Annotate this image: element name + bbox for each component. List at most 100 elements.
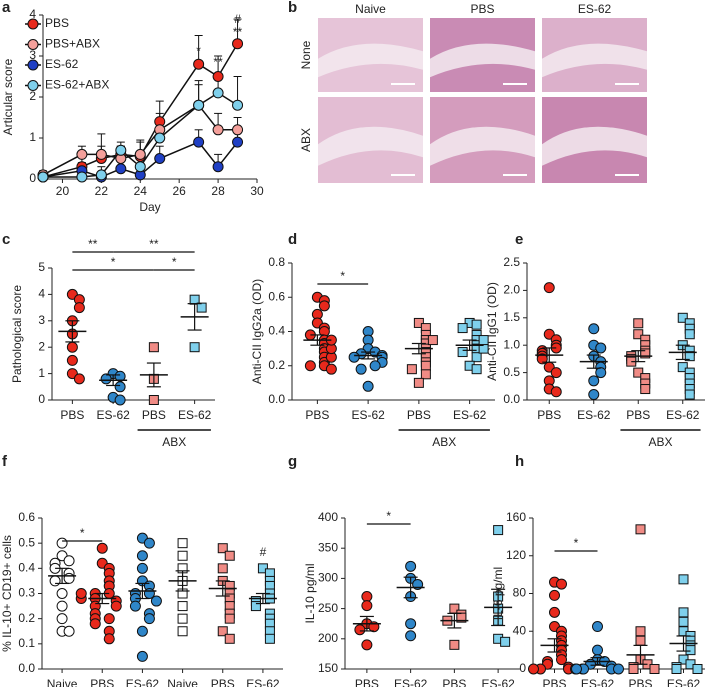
- data-point: [592, 621, 603, 633]
- point: [212, 161, 224, 173]
- column-label: PBS: [470, 2, 494, 16]
- data-point: [217, 626, 228, 637]
- data-point: [640, 384, 651, 395]
- y-tick-label: 0.2: [268, 358, 285, 372]
- y-tick-label: 0: [38, 392, 45, 406]
- data-point: [405, 630, 417, 642]
- data-point: [148, 342, 159, 353]
- y-tick-label: 1: [38, 366, 45, 380]
- tissue-shape: [430, 126, 535, 166]
- data-point: [89, 618, 101, 630]
- x-tick-label: Naive: [167, 677, 198, 687]
- data-point: [677, 362, 688, 373]
- significance: *: [80, 526, 85, 540]
- y-tick-label: 80: [513, 586, 527, 600]
- row-label: ABX: [299, 128, 313, 152]
- data-point: [493, 525, 504, 536]
- y-tick-label: 250: [318, 601, 338, 615]
- data-point: [640, 348, 651, 359]
- x-tick-label: ES-62: [667, 677, 701, 687]
- group-label: ABX: [432, 435, 456, 449]
- data-point: [449, 639, 460, 650]
- y-tick-label: 1.0: [503, 337, 520, 351]
- y-tick-label: 0.5: [18, 535, 35, 549]
- significance: **: [213, 55, 223, 69]
- data-point: [685, 645, 696, 656]
- data-point: [678, 616, 689, 627]
- significance: *: [386, 509, 391, 523]
- x-tick-label: 22: [95, 184, 109, 198]
- panel-label: a: [2, 0, 11, 16]
- x-tick-label: PBS: [211, 677, 235, 687]
- x-tick-label: ES-62: [453, 408, 487, 422]
- legend-label: ES-62+ABX: [45, 78, 109, 92]
- tissue-shape: [318, 126, 423, 166]
- data-point: [671, 664, 682, 674]
- tissue-shape: [430, 43, 535, 78]
- data-point: [75, 588, 87, 599]
- y-tick-label: 0.0: [18, 661, 35, 675]
- data-point: [633, 329, 644, 340]
- group-label: ABX: [162, 435, 186, 449]
- data-point: [136, 562, 148, 574]
- y-tick-label: 200: [318, 631, 338, 645]
- data-point: [536, 353, 548, 365]
- y-tick-label: 3: [38, 313, 45, 327]
- x-tick-label: PBS: [628, 677, 652, 687]
- x-tick-label: PBS: [90, 677, 114, 687]
- data-point: [633, 367, 644, 378]
- y-tick-label: 1.5: [503, 310, 520, 324]
- significance: *: [574, 536, 579, 550]
- data-point: [66, 341, 78, 353]
- y-tick-label: 0.0: [268, 392, 285, 406]
- legend-marker: [27, 80, 39, 91]
- row-label: None: [299, 40, 313, 69]
- column-label: ES-62: [578, 2, 612, 16]
- significance: **: [88, 237, 98, 251]
- data-point: [405, 560, 417, 572]
- legend-label: PBS+ABX: [45, 37, 100, 51]
- data-point: [136, 550, 148, 562]
- panel-label: d: [288, 231, 297, 248]
- data-point: [250, 601, 261, 612]
- data-point: [420, 360, 431, 371]
- point: [76, 171, 88, 183]
- data-point: [471, 352, 482, 363]
- data-point: [150, 595, 162, 607]
- data-point: [413, 377, 424, 388]
- data-point: [63, 625, 75, 637]
- data-point: [550, 386, 562, 398]
- y-axis-label: % IL-10+ CD19+ cells: [0, 535, 14, 652]
- point: [134, 148, 146, 160]
- data-point: [264, 633, 275, 644]
- y-tick-label: 0: [519, 661, 526, 675]
- y-axis-label: IL-6 pg/ml: [491, 567, 505, 620]
- data-point: [556, 578, 567, 590]
- data-point: [595, 342, 607, 354]
- data-point: [550, 367, 562, 379]
- point: [232, 124, 244, 136]
- data-point: [549, 606, 560, 618]
- y-tick-label: 4: [38, 287, 45, 301]
- y-tick-label: 2: [29, 89, 36, 103]
- data-point: [413, 317, 424, 328]
- data-point: [96, 542, 108, 554]
- data-point: [143, 613, 155, 625]
- data-point: [318, 300, 330, 312]
- data-point: [543, 282, 555, 294]
- panel-label: g: [288, 453, 297, 470]
- data-point: [528, 663, 539, 675]
- y-axis-label: Articular score: [1, 58, 15, 135]
- data-point: [114, 394, 126, 406]
- y-tick-label: 0.6: [18, 510, 35, 524]
- point: [76, 148, 88, 160]
- data-point: [56, 613, 68, 625]
- data-point: [427, 335, 438, 346]
- y-tick-label: 2.0: [503, 283, 520, 297]
- data-point: [103, 633, 115, 645]
- data-point: [73, 302, 85, 314]
- data-point: [406, 364, 417, 375]
- data-point: [692, 664, 703, 674]
- point: [95, 148, 107, 160]
- data-point: [684, 389, 695, 400]
